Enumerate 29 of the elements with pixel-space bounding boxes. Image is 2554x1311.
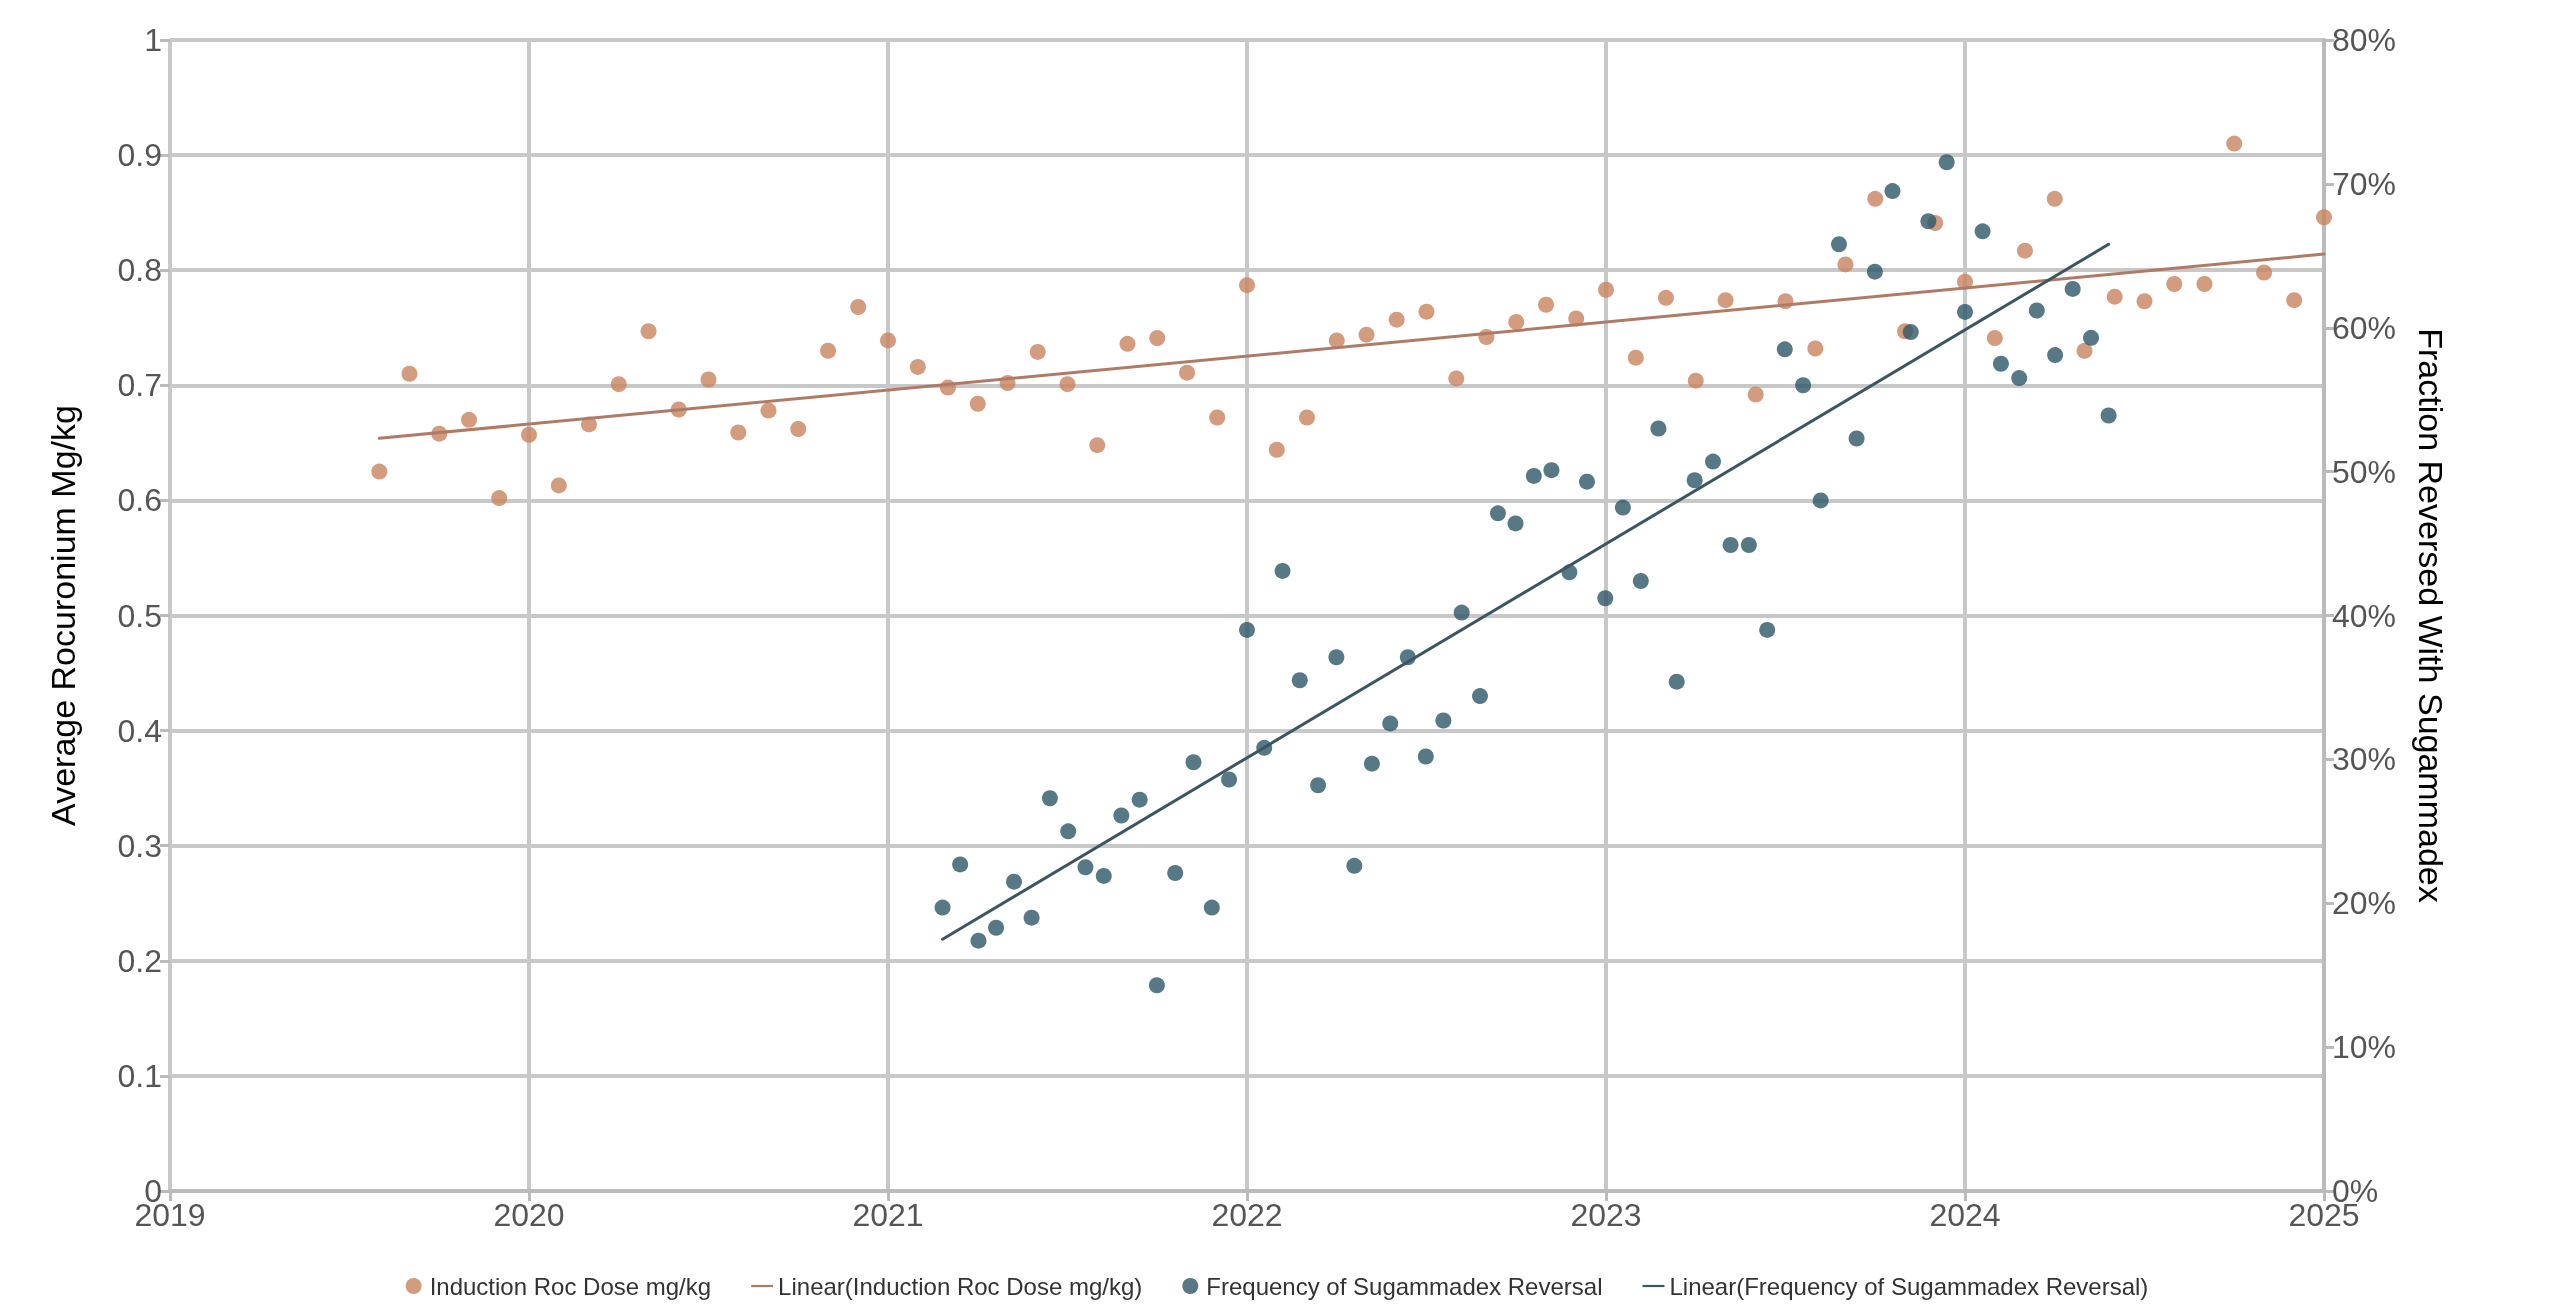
x-tick-label: 2021 bbox=[852, 1197, 924, 1233]
y-tick-label: 0.7 bbox=[117, 367, 162, 404]
y-tick-label: 0.8 bbox=[117, 252, 162, 289]
y-axis-title: Average Rocuronium Mg/kg bbox=[44, 405, 82, 826]
y-tick-label: 0.3 bbox=[117, 827, 162, 864]
y2-tick-label: 30% bbox=[2332, 741, 2397, 778]
x-tick-label: 2024 bbox=[1929, 1197, 2001, 1233]
x-tick-label: 2022 bbox=[1211, 1197, 1283, 1233]
y-tick-label: 0.4 bbox=[117, 712, 162, 749]
y-tick-label: 0.5 bbox=[117, 597, 162, 634]
legend-label: Frequency of Sugammadex Reversal bbox=[1206, 1272, 1603, 1300]
y2-tick-label: 10% bbox=[2332, 1029, 2397, 1066]
y2-tick-label: 40% bbox=[2332, 597, 2397, 634]
y-tick-label: 0.1 bbox=[117, 1057, 162, 1094]
y-tick-label: 0.9 bbox=[117, 137, 162, 174]
y-tick-label: 0.6 bbox=[117, 482, 162, 519]
y2-tick-label: 70% bbox=[2332, 165, 2397, 202]
legend-label: Linear(Frequency of Sugammadex Reversal) bbox=[1669, 1272, 2149, 1300]
legend-label: Induction Roc Dose mg/kg bbox=[429, 1272, 712, 1300]
y2-tick-label: 60% bbox=[2332, 309, 2397, 346]
x-tick-label: 2023 bbox=[1570, 1197, 1642, 1233]
x-tick-label: 2020 bbox=[493, 1197, 565, 1233]
y2-axis-title: Fraction Reversed With Sugammadex bbox=[2412, 328, 2450, 903]
y2-tick-label: 20% bbox=[2332, 885, 2397, 922]
y-tick-label: 0.2 bbox=[117, 942, 162, 979]
legend-label: Linear(Induction Roc Dose mg/kg) bbox=[778, 1272, 1143, 1300]
y2-tick-label: 80% bbox=[2332, 22, 2397, 58]
y-tick-label: 1 bbox=[144, 22, 162, 58]
y2-tick-label: 50% bbox=[2332, 453, 2397, 490]
